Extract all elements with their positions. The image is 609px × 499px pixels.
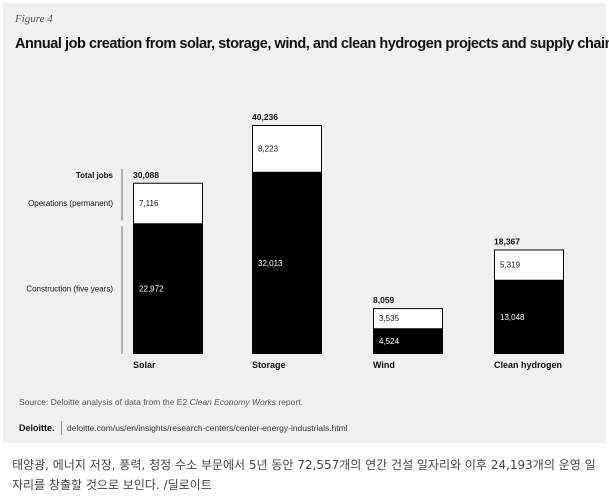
operations-value-label: 7,116 (139, 199, 159, 208)
construction-value-label: 13,048 (500, 313, 525, 322)
article-caption: 태양광, 에너지 저장, 풍력, 청정 수소 부문에서 5년 동안 72,557… (12, 458, 596, 492)
figure-label: Figure 4 (15, 13, 53, 25)
deloitte-logo: Deloitte. (19, 423, 55, 433)
bar-operations-1 (252, 125, 322, 173)
total-value-label: 18,367 (494, 236, 520, 246)
bar-operations-0 (133, 182, 203, 225)
bar-construction-2 (373, 328, 443, 354)
construction-row-label: Construction (five years) (26, 285, 113, 294)
operations-value-label: 3,535 (379, 314, 400, 323)
bar-construction-0 (133, 223, 203, 354)
total-value-label: 30,088 (133, 170, 159, 180)
stacked-bar-chart: 7,116 22,972 30,088 Solar 8,223 32,013 40,236 S… (26, 112, 564, 370)
bar-construction-1 (252, 171, 322, 354)
bar-operations-2 (373, 308, 443, 330)
source-note: Source: Deloitte analysis of data from t… (19, 397, 303, 407)
operations-value-label: 5,319 (500, 261, 521, 270)
operations-row-label: Operations (permanent) (28, 199, 113, 208)
total-jobs-label: Total jobs (76, 171, 114, 180)
source-report-name: Clean Economy Works (189, 397, 277, 407)
category-label: Clean hydrogen (494, 360, 562, 370)
construction-value-label: 32,013 (258, 259, 283, 268)
construction-value-label: 4,524 (379, 337, 400, 346)
chart-title: Annual job creation from solar, storage,… (15, 36, 609, 52)
figure-panel: Figure 4 Annual job creation from solar,… (3, 3, 609, 443)
operations-value-label: 8,223 (258, 144, 279, 153)
category-label: Wind (373, 360, 395, 370)
category-label: Solar (133, 360, 156, 370)
source-prefix: Source: Deloitte analysis of data from t… (19, 397, 190, 407)
source-url[interactable]: deloitte.com/us/en/insights/research-cen… (67, 423, 348, 433)
footer-divider (61, 421, 62, 435)
construction-value-label: 22,972 (139, 285, 164, 294)
category-label: Storage (252, 360, 286, 370)
total-value-label: 8,059 (373, 295, 395, 305)
bar-construction-3 (494, 279, 564, 354)
bar-operations-3 (494, 249, 564, 281)
source-suffix: report. (276, 397, 303, 407)
total-value-label: 40,236 (252, 112, 278, 122)
